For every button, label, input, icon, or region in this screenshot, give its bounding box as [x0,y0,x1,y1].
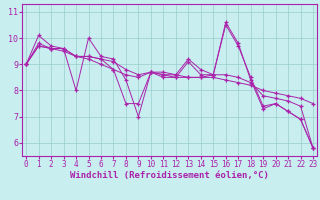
X-axis label: Windchill (Refroidissement éolien,°C): Windchill (Refroidissement éolien,°C) [70,171,269,180]
